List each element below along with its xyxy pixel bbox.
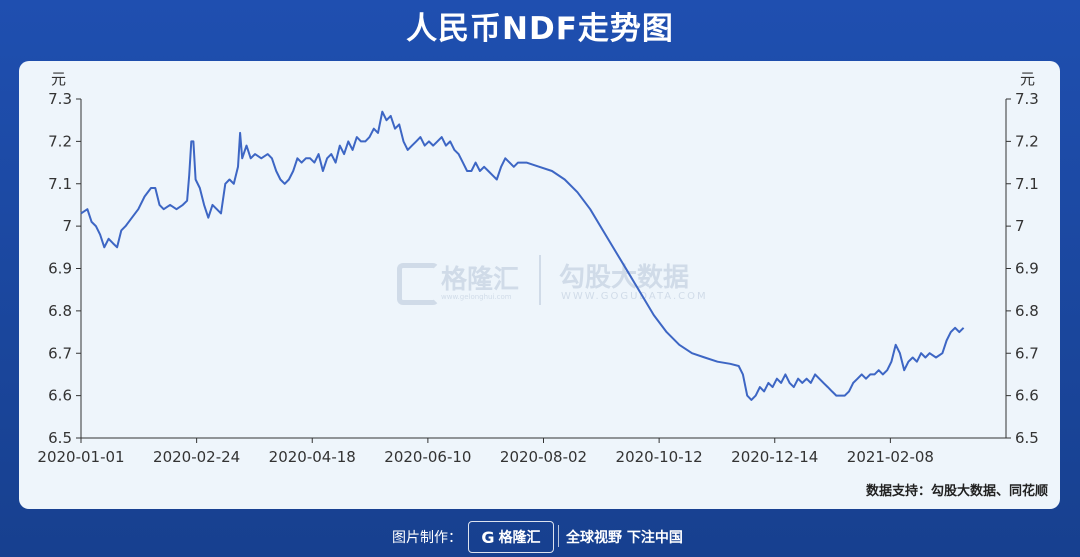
y-tick-label-left: 7.1 (48, 175, 72, 193)
data-source: 数据支持：勾股大数据、同花顺 (865, 484, 1048, 499)
page-title: 人民币NDF走势图 (406, 11, 674, 47)
y-tick-label-left: 6.8 (48, 302, 72, 320)
y-tick-label-right: 6.6 (1015, 387, 1039, 405)
footer-divider (558, 525, 559, 547)
y-tick-label-right: 6.8 (1015, 302, 1039, 320)
gelonghui-logo-icon (397, 263, 439, 305)
watermark: 格隆汇 www.gelonghui.com 勾股大数据 WWW.GOGUDATA… (391, 251, 711, 311)
x-tick-label: 2020-08-02 (500, 448, 587, 466)
y-tick-label-right: 7.2 (1015, 132, 1039, 150)
y-unit-left: 元 (51, 70, 66, 88)
watermark-divider (539, 255, 541, 305)
x-tick-label: 2020-01-01 (37, 448, 124, 466)
y-tick-label-left: 6.9 (48, 260, 72, 278)
chart-panel: 格隆汇 www.gelonghui.com 勾股大数据 WWW.GOGUDATA… (19, 61, 1060, 509)
slogan: 全球视野 下注中国 (566, 530, 683, 546)
y-tick-label-left: 6.5 (48, 429, 72, 447)
y-tick-label-right: 6.7 (1015, 344, 1039, 362)
logo-text: 格隆汇 (498, 530, 541, 546)
x-tick-label: 2020-02-24 (153, 448, 240, 466)
y-tick-label-right: 7.3 (1015, 90, 1039, 108)
y-tick-label-left: 7 (62, 217, 72, 235)
made-by-label: 图片制作： (392, 530, 462, 546)
x-tick-label: 2020-06-10 (384, 448, 471, 466)
y-tick-label-left: 7.2 (48, 132, 72, 150)
line-chart: 元 元 6.5 6.5 6.6 6.6 6.7 6.7 6.8 6.8 6.9 6.9 7 7 7.1 7.1… (37, 70, 1039, 466)
y-tick-label-right: 6.9 (1015, 260, 1039, 278)
y-tick-label-left: 7.3 (48, 90, 72, 108)
g-logo-icon: G (481, 527, 495, 547)
y-unit-right: 元 (1020, 70, 1035, 88)
x-tick-label: 2020-04-18 (269, 448, 356, 466)
y-tick-label-right: 6.5 (1015, 429, 1039, 447)
y-tick-label-left: 6.7 (48, 344, 72, 362)
x-tick-label: 2020-10-12 (616, 448, 703, 466)
y-tick-label-left: 6.6 (48, 387, 72, 405)
watermark-brand-1: 格隆汇 (441, 265, 520, 295)
watermark-brand-2: 勾股大数据 (559, 263, 690, 293)
x-tick-label: 2020-12-14 (731, 448, 818, 466)
y-tick-label-right: 7.1 (1015, 175, 1039, 193)
x-tick-label: 2021-02-08 (847, 448, 934, 466)
series-line (80, 110, 965, 401)
y-tick-label-right: 7 (1015, 217, 1025, 235)
watermark-url-2: WWW.GOGUDATA.COM (561, 291, 708, 302)
footer: 图片制作： G 格隆汇 全球视野 下注中国 (0, 515, 1080, 557)
gelonghui-logo: G 格隆汇 (468, 521, 554, 553)
watermark-url-1: www.gelonghui.com (441, 293, 512, 301)
